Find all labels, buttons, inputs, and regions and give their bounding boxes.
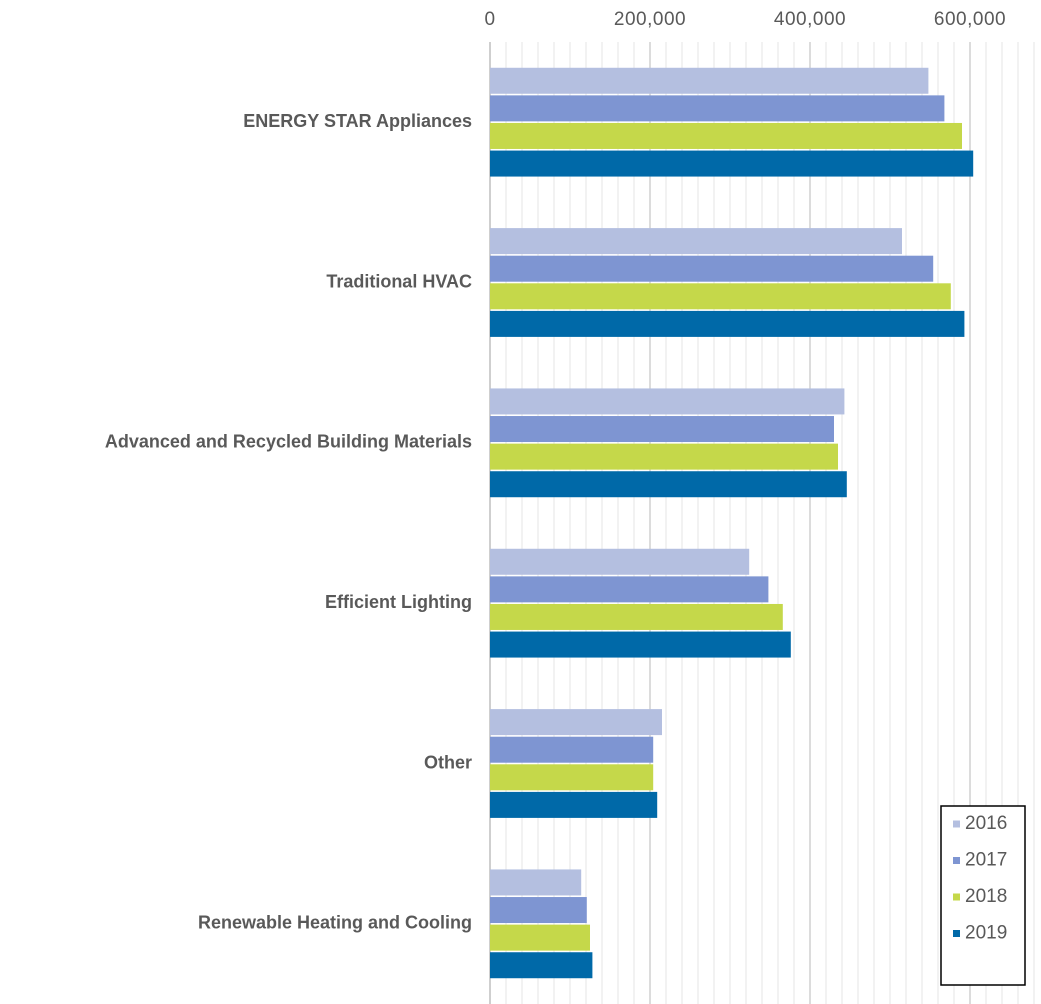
x-tick-label: 400,000 — [774, 9, 846, 30]
category-label: ENERGY STAR Appliances — [243, 111, 472, 131]
x-tick-label: 0 — [484, 9, 495, 30]
bar — [490, 952, 593, 979]
category-label: Other — [424, 752, 472, 772]
bar — [490, 388, 845, 415]
legend-label: 2018 — [965, 886, 1007, 907]
legend-label: 2019 — [965, 923, 1007, 944]
bar — [490, 631, 791, 658]
category-label: Renewable Heating and Cooling — [198, 913, 472, 933]
bar — [490, 122, 962, 149]
category-label: Traditional HVAC — [326, 271, 472, 291]
bar — [490, 228, 902, 255]
category-label: Advanced and Recycled Building Materials — [105, 432, 472, 452]
legend-swatch — [953, 857, 960, 864]
legend-swatch — [953, 930, 960, 937]
bar — [490, 548, 750, 575]
bar — [490, 416, 834, 443]
bar — [490, 471, 847, 498]
bar — [490, 736, 654, 763]
bar — [490, 255, 934, 282]
bar — [490, 95, 945, 122]
bar — [490, 924, 590, 951]
category-label: Efficient Lighting — [325, 592, 472, 612]
bar — [490, 67, 929, 94]
bar — [490, 310, 965, 337]
bar — [490, 869, 582, 896]
bar — [490, 897, 587, 924]
legend: 2016 2017 2018 2019 — [940, 805, 1026, 986]
bar — [490, 791, 658, 818]
legend-label: 2017 — [965, 850, 1007, 871]
bar — [490, 150, 974, 177]
bar — [490, 709, 662, 736]
legend-swatch — [953, 893, 960, 901]
legend-label: 2016 — [965, 813, 1007, 834]
bar — [490, 764, 654, 791]
x-tick-label: 600,000 — [934, 9, 1006, 30]
x-tick-label: 200,000 — [614, 9, 686, 30]
bar — [490, 576, 769, 603]
bar — [490, 603, 783, 630]
legend-swatch — [953, 820, 960, 828]
bar — [490, 283, 951, 310]
bar — [490, 443, 838, 470]
